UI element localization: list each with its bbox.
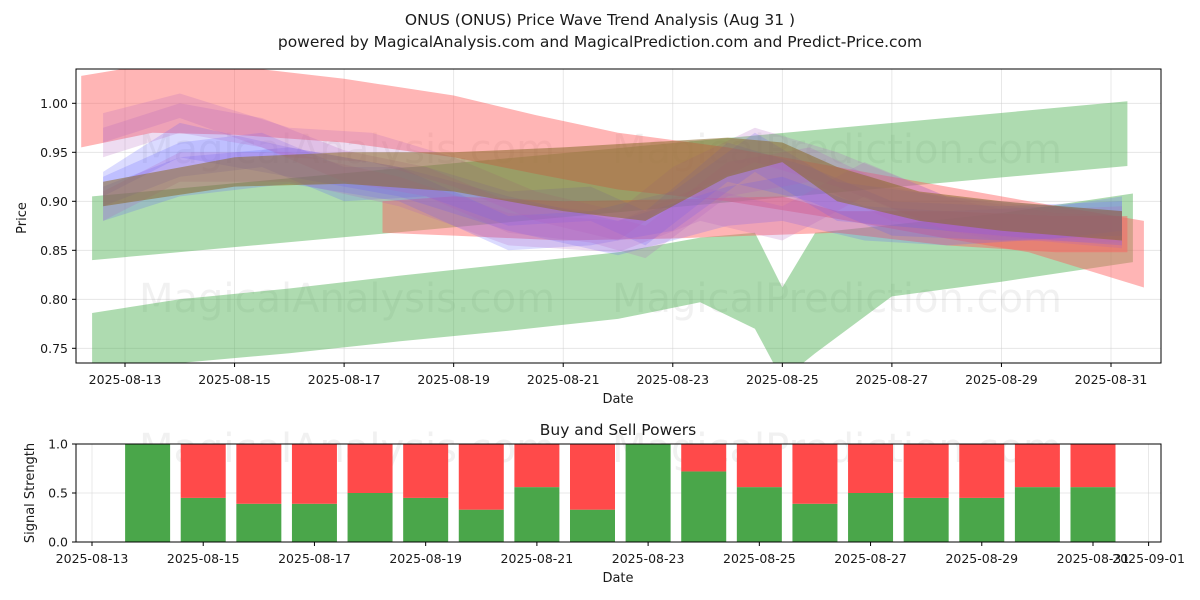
sell-bar (1070, 444, 1116, 488)
power-x-tick-label: 2025-08-25 (723, 551, 796, 566)
sell-bar (236, 444, 282, 504)
chart-title-line2: powered by MagicalAnalysis.com and Magic… (278, 33, 922, 51)
buy-bar (347, 493, 393, 542)
power-x-label: Date (602, 571, 633, 586)
power-y-tick-label: 0.5 (48, 486, 68, 501)
price-y-tick-label: 1.00 (40, 96, 68, 111)
power-x-tick-label: 2025-08-27 (834, 551, 907, 566)
price-chart: MagicalAnalysis.com MagicalPrediction.co… (15, 68, 1162, 407)
price-x-tick-label: 2025-08-17 (308, 372, 381, 387)
price-y-tick-label: 0.90 (40, 194, 68, 209)
price-y-tick-label: 0.80 (40, 292, 68, 307)
sell-bar (848, 444, 894, 493)
power-chart: Buy and Sell Powers MagicalAnalysis.com … (23, 421, 1185, 586)
buy-bar (792, 503, 838, 542)
sell-bar (291, 444, 337, 504)
price-y-tick-label: 0.95 (40, 145, 68, 160)
sell-bar (959, 444, 1005, 498)
price-y-tick-label: 0.75 (40, 341, 68, 356)
power-x-tick-label: 2025-08-21 (501, 551, 574, 566)
sell-bar (681, 444, 727, 472)
buy-bar (736, 487, 782, 542)
price-band-purple-band-b (103, 103, 1123, 259)
buy-bar (514, 487, 560, 542)
price-watermarks: MagicalAnalysis.com MagicalPrediction.co… (139, 127, 1062, 322)
price-x-tick-label: 2025-08-21 (527, 372, 600, 387)
power-x-tick-label: 2025-08-15 (167, 551, 240, 566)
price-x-tick-label: 2025-08-13 (89, 372, 162, 387)
buy-bar (681, 471, 727, 542)
buy-bar (1070, 487, 1116, 542)
price-x-tick-label: 2025-08-31 (1075, 372, 1148, 387)
buy-bar (625, 444, 671, 542)
power-y-tick-label: 1.0 (48, 437, 68, 452)
buy-bar (848, 493, 894, 542)
price-x-tick-label: 2025-08-23 (636, 372, 709, 387)
power-x-tick-label: 2025-08-13 (56, 551, 129, 566)
price-x-tick-label: 2025-08-19 (417, 372, 490, 387)
power-x-tick-label: 2025-08-29 (945, 551, 1018, 566)
sell-bar (347, 444, 393, 493)
buy-bar (959, 497, 1005, 542)
price-plot-frame (75, 68, 1162, 364)
watermark-prediction-lower: MagicalPrediction.com (612, 276, 1062, 322)
power-y-ticks: 0.0 0.5 1.0 (48, 437, 76, 550)
buy-bar (236, 503, 282, 542)
price-bands (81, 69, 1144, 363)
buy-bar (291, 503, 337, 542)
sell-bar (180, 444, 226, 498)
buy-bar (180, 497, 226, 542)
sell-bar (514, 444, 560, 488)
price-band-purple-band-a (103, 93, 1123, 249)
price-x-label: Date (602, 392, 633, 407)
power-x-tick-label: 2025-08-19 (389, 551, 462, 566)
sell-bar (736, 444, 782, 488)
price-x-tick-label: 2025-08-25 (746, 372, 819, 387)
power-bars (125, 444, 1116, 542)
buy-bar (403, 497, 449, 542)
price-band-blue-band-c (103, 132, 1123, 246)
power-x-ticks: 2025-08-13 2025-08-15 2025-08-17 2025-08-19… (56, 542, 1185, 566)
power-x-tick-label: 2025-08-31 (1057, 551, 1130, 566)
price-band-blue-band-a (103, 122, 1123, 256)
chart-title-line1: ONUS (ONUS) Price Wave Trend Analysis (A… (405, 11, 795, 29)
sell-bar (458, 444, 504, 510)
power-x-tick-label: 2025-08-17 (278, 551, 351, 566)
buy-bar (903, 497, 949, 542)
price-band-brown-band (103, 137, 1123, 241)
price-x-tick-label: 2025-08-27 (856, 372, 929, 387)
buy-bar (125, 444, 171, 542)
power-y-label: Signal Strength (23, 443, 38, 543)
sell-bar (1014, 444, 1060, 488)
buy-bar (570, 509, 615, 542)
price-x-tick-label: 2025-08-15 (198, 372, 271, 387)
sell-bar (403, 444, 449, 498)
sell-bar (792, 444, 838, 504)
price-y-tick-label: 0.85 (40, 243, 68, 258)
price-band-green-lower-band (92, 193, 1133, 363)
watermark-analysis-lower: MagicalAnalysis.com (139, 276, 555, 322)
buy-bar (458, 509, 504, 542)
power-chart-title: Buy and Sell Powers (540, 421, 697, 439)
price-y-label: Price (15, 202, 30, 234)
power-y-tick-label: 0.0 (48, 535, 68, 550)
power-x-tick-label: 2025-08-23 (612, 551, 685, 566)
price-x-tick-label: 2025-08-29 (965, 372, 1038, 387)
price-x-ticks: 2025-08-13 2025-08-15 2025-08-17 2025-08-19… (89, 363, 1148, 387)
buy-bar (1014, 487, 1060, 542)
price-y-ticks: 0.75 0.80 0.85 0.90 0.95 1.00 (40, 96, 76, 356)
sell-bar (570, 444, 615, 510)
sell-bar (903, 444, 949, 498)
power-x-tick-label: 2025-09-01 (1112, 551, 1185, 566)
